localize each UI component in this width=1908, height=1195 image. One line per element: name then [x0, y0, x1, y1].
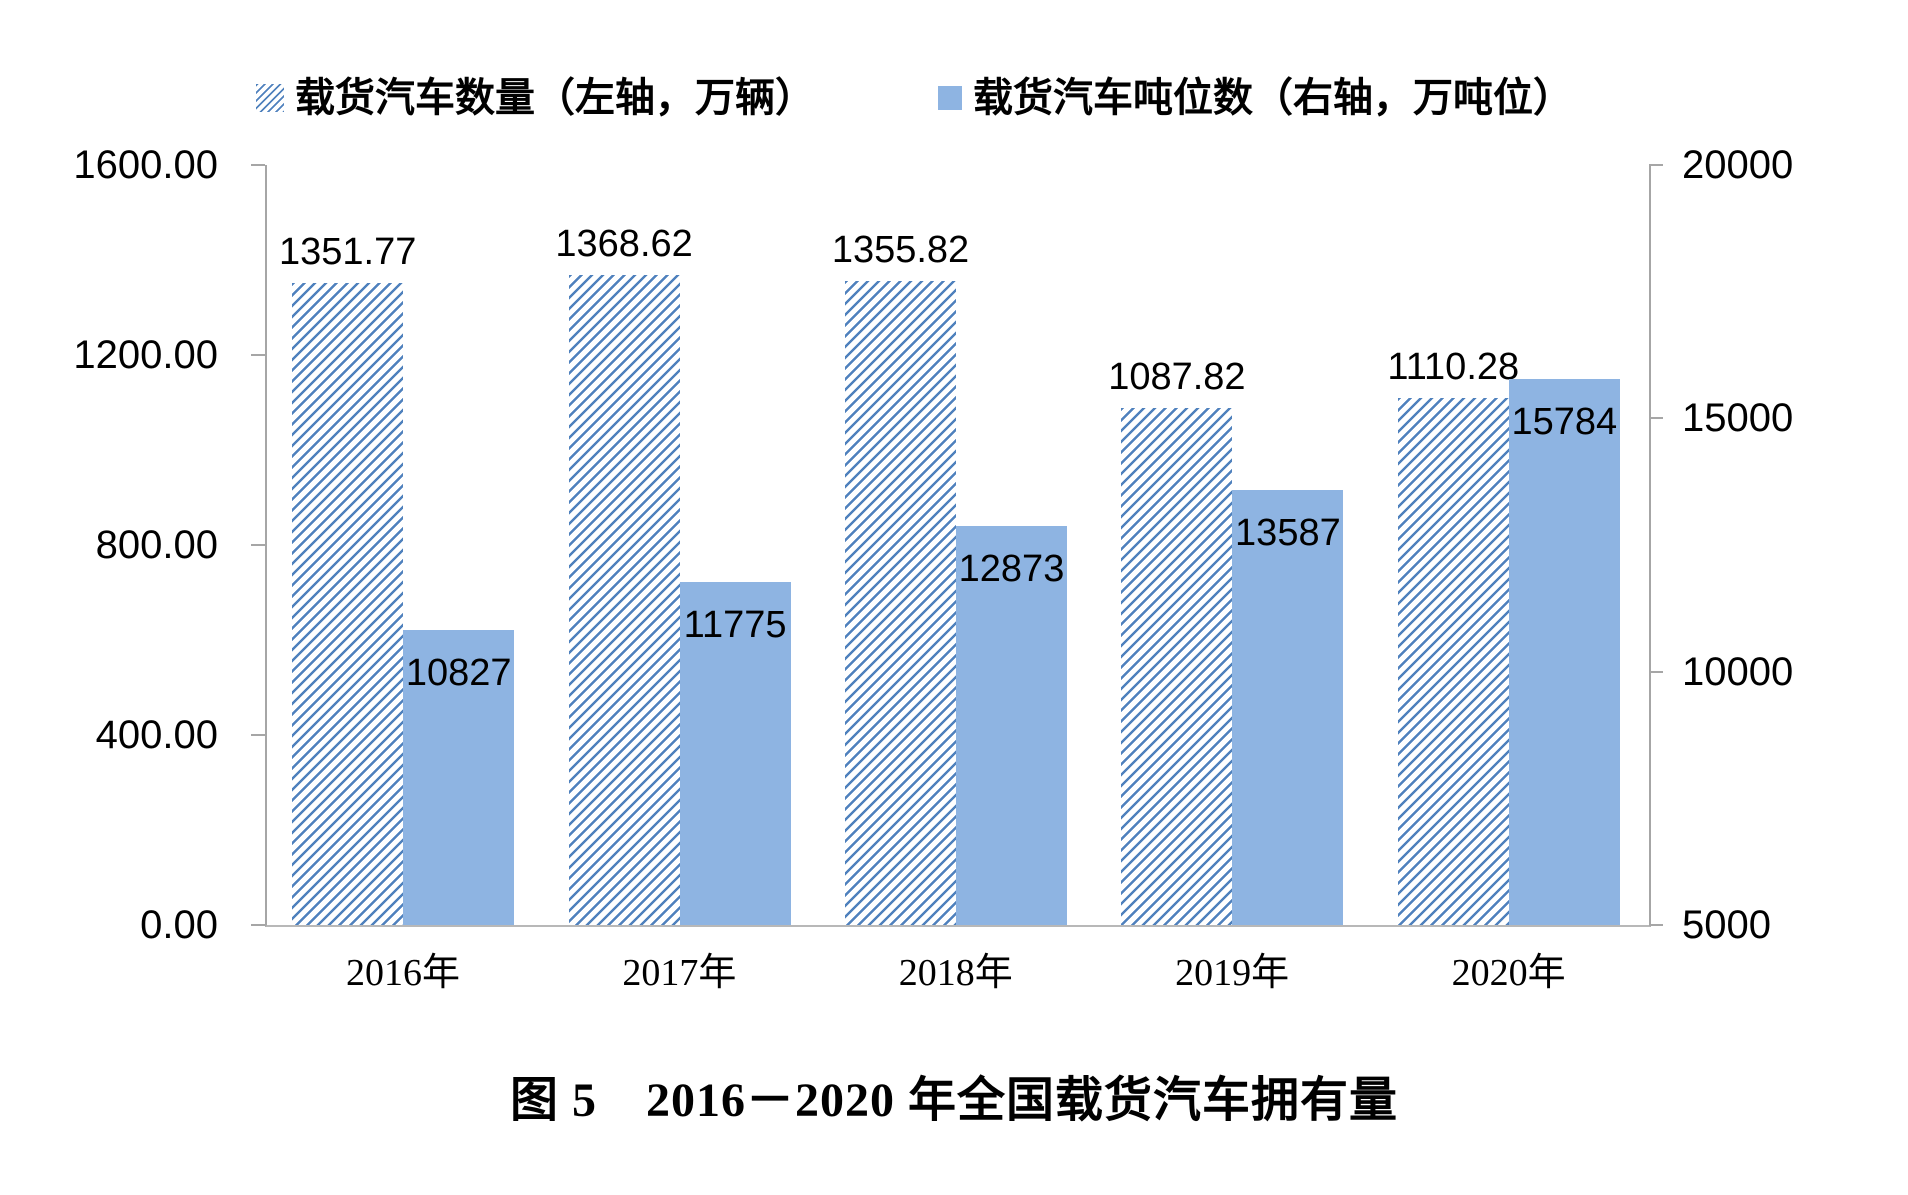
data-label-tonnage-2017年: 11775 — [683, 603, 787, 646]
legend-item-truck-tonnage: 载货汽车吨位数（右轴，万吨位） — [938, 74, 1573, 122]
bar-quantity-2020年 — [1397, 397, 1509, 925]
left-axis-tick — [251, 924, 265, 926]
bar-quantity-2017年 — [568, 274, 680, 925]
left-axis-tick-label: 400.00 — [95, 713, 218, 757]
left-axis-tick-label: 1600.00 — [73, 143, 218, 187]
data-label-quantity-2020年: 1110.28 — [1387, 345, 1520, 388]
left-axis-tick-label: 0.00 — [140, 903, 218, 947]
left-axis-tick — [251, 164, 265, 166]
legend-swatch-solid — [938, 86, 962, 110]
bar-quantity-2018年 — [845, 280, 956, 925]
right-axis-tick — [1649, 417, 1663, 420]
left-axis-tick — [251, 544, 265, 546]
data-label-tonnage-2018年: 12873 — [958, 548, 1065, 591]
bar-tonnage-2018年 — [956, 526, 1067, 925]
left-axis-tick-label: 800.00 — [95, 523, 218, 567]
data-label-quantity-2017年: 1368.62 — [555, 222, 693, 265]
x-axis-label-2019年: 2019年 — [1175, 952, 1290, 994]
left-axis-tick — [251, 734, 265, 736]
plot-area — [265, 165, 1651, 927]
data-label-quantity-2018年: 1355.82 — [831, 228, 970, 271]
data-label-quantity-2019年: 1087.82 — [1108, 356, 1246, 399]
bar-tonnage-2019年 — [1232, 489, 1344, 925]
right-axis-tick — [1649, 670, 1663, 673]
x-axis-label-2016年: 2016年 — [345, 952, 460, 994]
bar-tonnage-2020年 — [1508, 378, 1620, 925]
x-axis-label-2017年: 2017年 — [622, 952, 737, 994]
legend-label-truck-quantity: 载货汽车数量（左轴，万辆） — [295, 75, 815, 120]
right-axis-tick-label: 10000 — [1682, 649, 1794, 694]
x-axis-label-2018年: 2018年 — [898, 952, 1013, 994]
legend-swatch-hatched — [256, 84, 284, 112]
left-axis-tick — [251, 354, 265, 356]
bar-quantity-2016年 — [292, 282, 404, 925]
right-axis-tick-label: 5000 — [1682, 903, 1771, 947]
right-axis-tick-label: 15000 — [1682, 396, 1794, 441]
figure-caption: 图 5 2016－2020 年全国载货汽车拥有量 — [509, 1074, 1398, 1127]
x-axis-label-2020年: 2020年 — [1451, 952, 1566, 994]
legend-label-truck-tonnage: 载货汽车吨位数（右轴，万吨位） — [973, 75, 1573, 120]
data-label-tonnage-2020年: 15784 — [1511, 400, 1618, 443]
data-label-quantity-2016年: 1351.77 — [279, 230, 417, 273]
left-axis-tick-label: 1200.00 — [73, 333, 218, 377]
right-axis-tick — [1649, 164, 1663, 166]
bar-quantity-2019年 — [1121, 408, 1233, 925]
bar-tonnage-2017年 — [679, 581, 791, 925]
right-axis-tick — [1649, 924, 1663, 926]
right-axis-tick-label: 20000 — [1682, 143, 1794, 187]
data-label-tonnage-2019年: 13587 — [1235, 511, 1341, 554]
bar-tonnage-2016年 — [403, 629, 515, 925]
data-label-tonnage-2016年: 10827 — [405, 651, 512, 694]
legend-item-truck-quantity: 载货汽车数量（左轴，万辆） — [256, 74, 815, 122]
